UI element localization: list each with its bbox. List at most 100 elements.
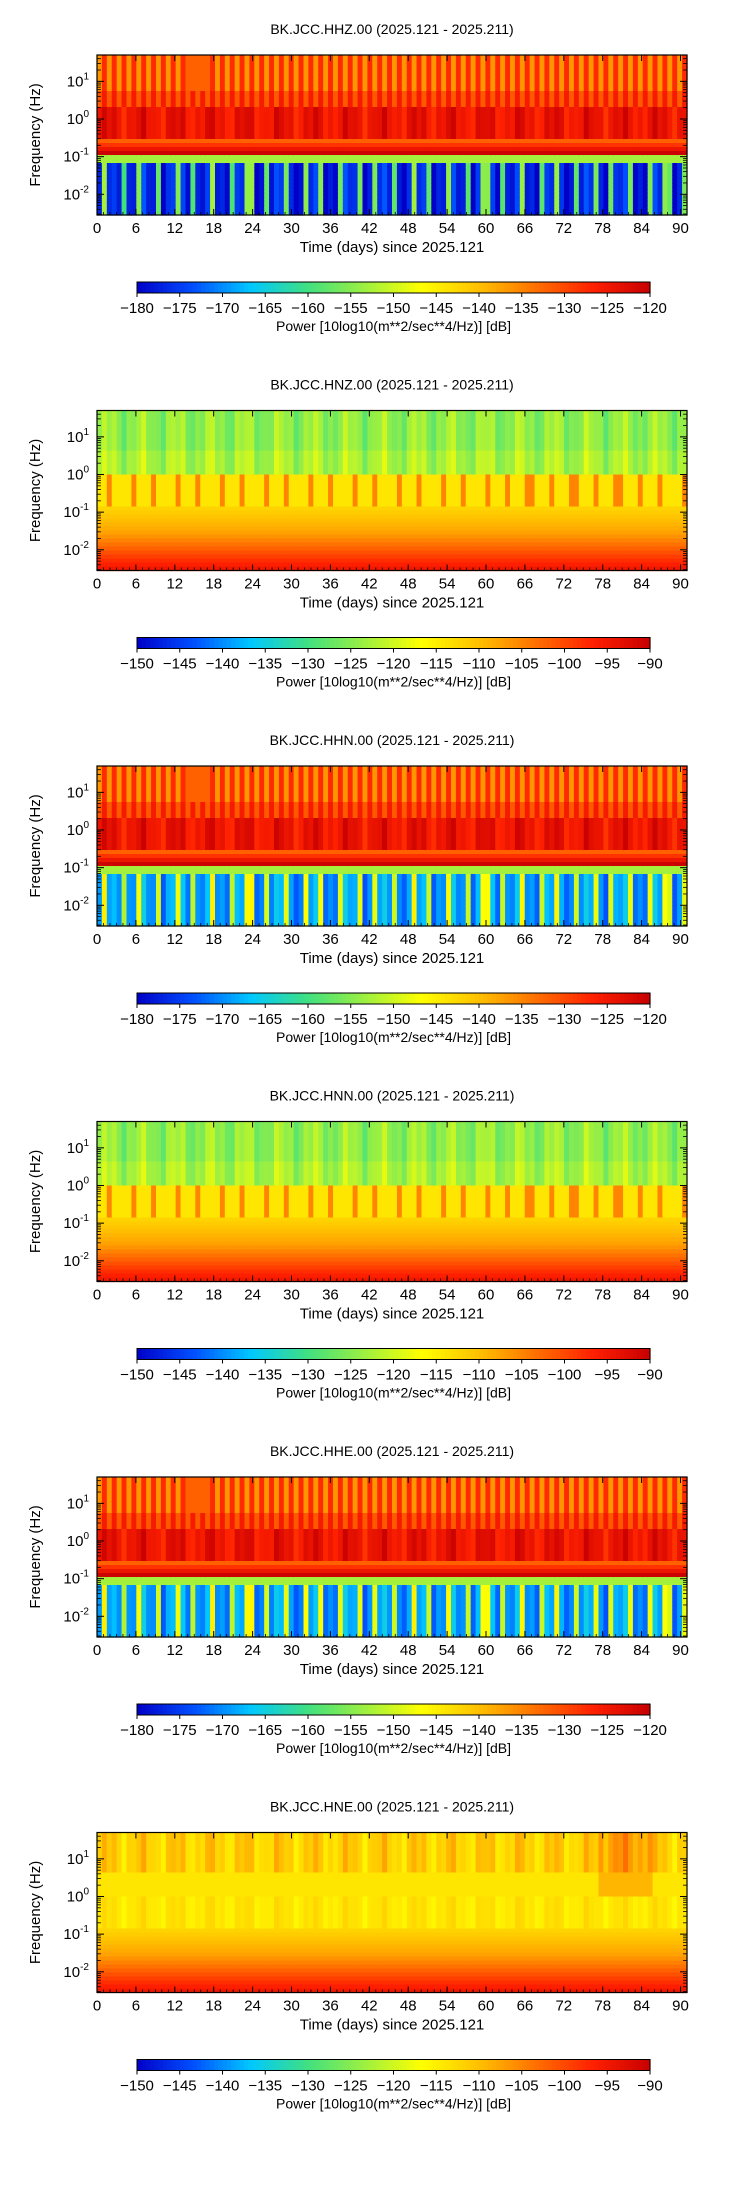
x-tick-label: 48 bbox=[400, 1287, 417, 1304]
colorbar-tick-label: −125 bbox=[334, 2078, 368, 2095]
chart-title: BK.JCC.HNN.00 (2025.121 - 2025.211) bbox=[270, 1088, 515, 1104]
colorbar-label: Power [10log10(m**2/sec**4/Hz)] [dB] bbox=[276, 1385, 511, 1401]
x-tick-label: 72 bbox=[555, 220, 572, 237]
y-axis-label: Frequency (Hz) bbox=[27, 83, 44, 186]
x-tick-label: 42 bbox=[361, 220, 378, 237]
x-tick-label: 78 bbox=[594, 220, 611, 237]
x-tick-label: 60 bbox=[478, 1998, 495, 2015]
x-tick-label: 0 bbox=[93, 576, 101, 593]
x-tick-label: 24 bbox=[244, 1998, 261, 2015]
colorbar-tick-label: −170 bbox=[206, 1011, 240, 1028]
x-tick-label: 30 bbox=[283, 1287, 300, 1304]
colorbar-tick-label: −165 bbox=[248, 1011, 282, 1028]
colorbar-tick-label: −175 bbox=[163, 300, 197, 317]
y-tick-label: 10-2 bbox=[63, 1251, 89, 1270]
colorbar-tick-label: −180 bbox=[120, 300, 154, 317]
colorbar-tick-label: −145 bbox=[163, 2078, 197, 2095]
y-tick-label: 10-2 bbox=[63, 540, 89, 559]
spectrogram-panel: BK.JCC.HNE.00 (2025.121 - 2025.211)0 6 12 1… bbox=[27, 1799, 689, 2112]
x-tick-label: 36 bbox=[322, 220, 339, 237]
x-tick-label: 36 bbox=[322, 576, 339, 593]
x-tick-label: 84 bbox=[633, 931, 650, 948]
colorbar-tick-label: −130 bbox=[291, 656, 325, 673]
x-tick-label: 36 bbox=[322, 931, 339, 948]
colorbar-tick-label: −110 bbox=[463, 656, 496, 673]
colorbar-tick-label: −130 bbox=[548, 300, 582, 317]
colorbar-tick-label: −120 bbox=[377, 2078, 411, 2095]
y-tick-label: 10-1 bbox=[63, 1569, 89, 1588]
x-tick-label: 84 bbox=[633, 576, 650, 593]
x-tick-label: 78 bbox=[594, 1998, 611, 2015]
x-tick-label: 84 bbox=[633, 1287, 650, 1304]
colorbar-tick-label: −145 bbox=[163, 1367, 197, 1384]
colorbar-tick-label: −145 bbox=[163, 656, 197, 673]
colorbar-tick-label: −145 bbox=[419, 1011, 453, 1028]
colorbar-tick-label: −170 bbox=[206, 300, 240, 317]
chart-title: BK.JCC.HHZ.00 (2025.121 - 2025.211) bbox=[270, 21, 513, 37]
colorbar-label: Power [10log10(m**2/sec**4/Hz)] [dB] bbox=[276, 1029, 511, 1045]
x-tick-label: 6 bbox=[132, 931, 140, 948]
colorbar-tick-label: −135 bbox=[505, 1722, 539, 1739]
y-tick-label: 10-1 bbox=[63, 858, 89, 877]
colorbar-tick-label: −150 bbox=[120, 656, 154, 673]
x-tick-label: 66 bbox=[517, 1642, 534, 1659]
colorbar-tick-label: −165 bbox=[248, 1722, 282, 1739]
x-tick-label: 42 bbox=[361, 1642, 378, 1659]
colorbar-tick-label: −155 bbox=[334, 1722, 368, 1739]
colorbar-tick-label: −155 bbox=[334, 300, 368, 317]
spectrogram-image bbox=[97, 55, 688, 216]
colorbar-tick-label: −170 bbox=[206, 1722, 240, 1739]
colorbar-label: Power [10log10(m**2/sec**4/Hz)] [dB] bbox=[276, 318, 511, 334]
y-tick-label: 100 bbox=[67, 109, 90, 128]
spectrogram-image bbox=[97, 766, 688, 927]
x-tick-label: 12 bbox=[166, 1998, 183, 2015]
colorbar-tick-label: −125 bbox=[590, 1722, 624, 1739]
x-tick-label: 78 bbox=[594, 1642, 611, 1659]
colorbar-tick-label: −160 bbox=[291, 1011, 325, 1028]
colorbar-tick-label: −180 bbox=[120, 1722, 154, 1739]
x-tick-label: 24 bbox=[244, 220, 261, 237]
colorbar-tick-label: −150 bbox=[377, 1011, 411, 1028]
y-tick-label: 10-1 bbox=[63, 502, 89, 521]
x-tick-label: 54 bbox=[439, 1287, 456, 1304]
x-tick-label: 30 bbox=[283, 1998, 300, 2015]
colorbar-tick-label: −140 bbox=[206, 656, 240, 673]
colorbar-tick-label: −175 bbox=[163, 1011, 197, 1028]
colorbar: −150 −145 −140 −135 −130 −125 −120 −115 −110 −105… bbox=[120, 2060, 663, 2112]
colorbar-tick-label: −120 bbox=[633, 1011, 667, 1028]
colorbar-tick-label: −160 bbox=[291, 300, 325, 317]
x-tick-label: 36 bbox=[322, 1998, 339, 2015]
colorbar-label: Power [10log10(m**2/sec**4/Hz)] [dB] bbox=[276, 1740, 511, 1756]
colorbar-tick-label: −140 bbox=[462, 1722, 496, 1739]
colorbar-tick-label: −120 bbox=[633, 1722, 667, 1739]
spectrogram-panel: BK.JCC.HHZ.00 (2025.121 - 2025.211)0 6 12 1… bbox=[27, 21, 689, 334]
colorbar-tick-label: −125 bbox=[590, 300, 624, 317]
x-tick-label: 90 bbox=[672, 931, 689, 948]
x-tick-label: 0 bbox=[93, 1998, 101, 2015]
x-tick-label: 30 bbox=[283, 931, 300, 948]
y-tick-label: 101 bbox=[67, 1493, 90, 1512]
x-tick-label: 60 bbox=[478, 576, 495, 593]
colorbar-tick-label: −130 bbox=[291, 1367, 325, 1384]
x-tick-label: 72 bbox=[555, 931, 572, 948]
colorbar-tick-label: −105 bbox=[505, 656, 539, 673]
y-tick-label: 101 bbox=[67, 427, 90, 446]
colorbar-tick-label: −115 bbox=[420, 1367, 453, 1384]
y-tick-label: 100 bbox=[67, 1887, 90, 1906]
colorbar-label: Power [10log10(m**2/sec**4/Hz)] [dB] bbox=[276, 674, 511, 690]
colorbar: −180 −175 −170 −165 −160 −155 −150 −145 −140 −135… bbox=[120, 993, 667, 1045]
x-tick-label: 90 bbox=[672, 1287, 689, 1304]
y-tick-label: 101 bbox=[67, 1849, 90, 1868]
y-tick-label: 100 bbox=[67, 1531, 90, 1550]
colorbar-tick-label: −140 bbox=[206, 1367, 240, 1384]
x-tick-label: 24 bbox=[244, 576, 261, 593]
colorbar-tick-label: −160 bbox=[291, 1722, 325, 1739]
x-axis-label: Time (days) since 2025.121 bbox=[300, 239, 485, 256]
x-tick-label: 60 bbox=[478, 931, 495, 948]
y-axis-label: Frequency (Hz) bbox=[27, 794, 44, 897]
x-tick-label: 6 bbox=[132, 1642, 140, 1659]
x-tick-label: 84 bbox=[633, 1642, 650, 1659]
x-tick-label: 72 bbox=[555, 1642, 572, 1659]
colorbar-tick-label: −90 bbox=[637, 1367, 662, 1384]
x-tick-label: 12 bbox=[166, 931, 183, 948]
